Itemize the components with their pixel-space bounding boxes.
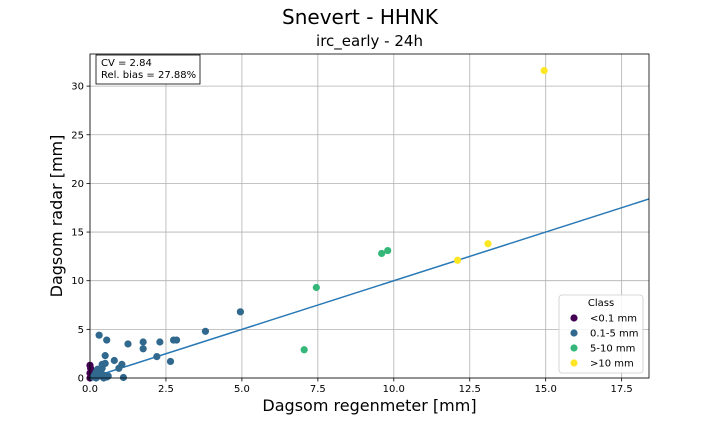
- y-tick-label: 15: [71, 228, 84, 239]
- y-axis-label: Dagsom radar [mm]: [47, 135, 66, 298]
- data-point-2: [300, 346, 308, 354]
- chart-subtitle: irc_early - 24h: [316, 32, 423, 51]
- legend-marker: [570, 314, 578, 322]
- x-tick-label: 15.0: [535, 384, 557, 395]
- data-point-1: [118, 360, 126, 368]
- y-tick-label: 0: [78, 374, 84, 385]
- stats-box: CV = 2.84 Rel. bias = 27.88%: [95, 54, 201, 85]
- data-point-1: [156, 338, 164, 346]
- data-points: [86, 66, 548, 382]
- chart-title: Snevert - HHNK: [282, 5, 439, 29]
- y-axis-ticks: 0 5 10 15 20 25 30: [71, 82, 90, 385]
- data-point-1: [124, 340, 132, 348]
- data-point-1: [101, 352, 109, 360]
- x-tick-label: 12.5: [459, 384, 481, 395]
- data-point-1: [201, 327, 210, 335]
- data-point-1: [119, 373, 128, 382]
- legend-label: >10 mm: [590, 359, 634, 370]
- y-tick-label: 10: [71, 276, 84, 287]
- fit-line-layer: [89, 198, 650, 379]
- data-point-3: [484, 240, 492, 248]
- data-point-1: [139, 345, 147, 353]
- legend-label: 5-10 mm: [590, 344, 635, 355]
- x-tick-label: 10.0: [383, 384, 405, 395]
- grid: [89, 54, 649, 379]
- x-tick-label: 0.0: [82, 384, 98, 395]
- legend-marker: [570, 329, 578, 337]
- y-tick-label: 30: [71, 82, 84, 93]
- data-point-1: [104, 372, 112, 380]
- data-point-1: [95, 331, 103, 339]
- x-tick-label: 2.5: [158, 384, 174, 395]
- y-tick-label: 25: [71, 130, 84, 141]
- data-point-2: [378, 249, 386, 258]
- data-point-1: [236, 308, 244, 316]
- data-point-3: [540, 66, 548, 75]
- data-point-1: [172, 336, 181, 344]
- x-tick-label: 17.5: [611, 384, 633, 395]
- data-point-1: [110, 356, 118, 365]
- data-point-3: [454, 256, 462, 264]
- data-point-2: [384, 246, 392, 255]
- data-point-1: [139, 338, 147, 346]
- x-axis-label: Dagsom regenmeter [mm]: [262, 396, 476, 415]
- stat-rel-bias: Rel. bias = 27.88%: [101, 70, 196, 81]
- data-point-1: [101, 359, 109, 368]
- legend-frame: [558, 294, 644, 374]
- x-axis-ticks: 0.0 2.5 5.0 7.5 10.0 12.5 15.0 17.5: [82, 378, 633, 395]
- legend-entries: <0.1 mm 0.1-5 mm 5-10 mm >10 mm: [570, 314, 639, 370]
- legend-marker: [570, 359, 578, 367]
- data-point-1: [103, 336, 111, 344]
- data-point-1: [153, 352, 161, 361]
- legend: Class <0.1 mm 0.1-5 mm 5-10 mm >10 mm: [558, 294, 644, 374]
- data-point-1: [166, 357, 175, 366]
- legend-marker: [570, 344, 578, 352]
- legend-label: 0.1-5 mm: [590, 329, 639, 340]
- plot-frame: [89, 53, 650, 379]
- x-tick-label: 7.5: [310, 384, 326, 395]
- legend-title: Class: [588, 298, 614, 309]
- legend-label: <0.1 mm: [590, 314, 637, 325]
- x-tick-label: 5.0: [234, 384, 250, 395]
- y-tick-label: 5: [78, 325, 84, 336]
- fit-line: [89, 198, 650, 379]
- data-point-2: [312, 283, 320, 292]
- y-tick-label: 20: [71, 179, 84, 190]
- stat-cv: CV = 2.84: [101, 58, 152, 69]
